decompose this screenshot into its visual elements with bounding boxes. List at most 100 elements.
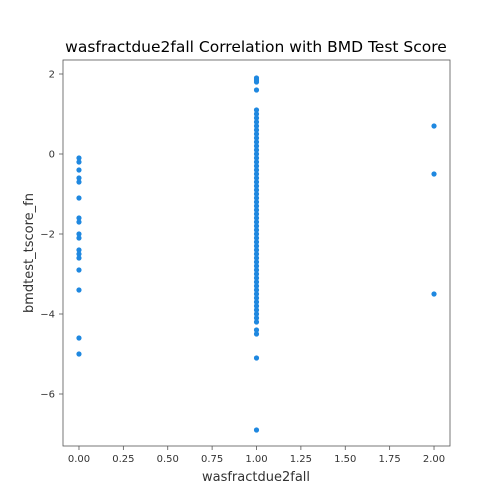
data-point <box>253 151 260 157</box>
data-point <box>431 171 437 177</box>
data-point <box>253 311 260 317</box>
data-point <box>253 275 260 281</box>
y-axis-ticks: −6 −4 −2 0 2 <box>40 70 63 401</box>
data-point <box>76 255 82 261</box>
data-point <box>253 195 260 201</box>
y-tick-label: 2 <box>49 70 55 81</box>
data-point <box>76 155 82 161</box>
data-point <box>253 303 260 309</box>
data-point <box>253 267 260 273</box>
data-point <box>253 143 260 149</box>
x-tick-label: 1.50 <box>334 454 356 465</box>
x-tick-label: 1.75 <box>379 454 401 465</box>
data-point <box>431 123 437 129</box>
data-point <box>76 175 82 181</box>
data-point <box>253 163 260 169</box>
data-point <box>253 115 260 121</box>
data-point <box>76 219 82 225</box>
data-point <box>76 235 82 241</box>
data-point <box>76 251 82 257</box>
data-point <box>253 127 260 133</box>
data-point <box>253 243 260 249</box>
data-point <box>253 331 260 337</box>
x-tick-label: 0.75 <box>201 454 223 465</box>
y-axis-label: bmdtest_tscore_fn <box>22 193 37 313</box>
y-tick-label: −6 <box>40 390 55 401</box>
data-point <box>76 215 82 221</box>
data-point <box>253 171 260 177</box>
data-point <box>253 131 260 137</box>
data-point <box>253 299 260 305</box>
data-point <box>76 231 82 237</box>
data-point <box>76 167 82 173</box>
x-axis-ticks: 0.00 0.25 0.50 0.75 1.00 1.25 1.50 1.75 2.00 <box>68 446 445 465</box>
data-point <box>253 111 260 117</box>
data-point <box>253 279 260 285</box>
data-point <box>253 187 260 193</box>
data-point <box>253 119 260 125</box>
data-point <box>253 107 260 113</box>
data-point <box>76 247 82 253</box>
data-point <box>253 315 260 321</box>
x-tick-label: 1.00 <box>245 454 267 465</box>
data-point <box>253 167 260 173</box>
data-point <box>253 247 260 253</box>
data-point <box>253 271 260 277</box>
data-point <box>253 203 260 209</box>
data-point <box>253 215 260 221</box>
data-point <box>253 235 260 241</box>
data-point <box>253 207 260 213</box>
data-point <box>76 159 82 165</box>
data-point <box>253 123 260 129</box>
data-point <box>253 307 260 313</box>
chart-title: wasfractdue2fall Correlation with BMD Te… <box>65 38 447 56</box>
data-point <box>253 147 260 153</box>
data-point <box>253 155 260 161</box>
data-point <box>253 87 260 93</box>
data-point <box>253 231 260 237</box>
data-point <box>76 267 82 273</box>
data-point <box>76 195 82 201</box>
y-tick-label: −2 <box>40 230 55 241</box>
data-point <box>76 335 82 341</box>
data-point <box>253 287 260 293</box>
x-tick-label: 2.00 <box>423 454 445 465</box>
data-point <box>253 211 260 217</box>
data-point <box>253 79 260 85</box>
data-point <box>253 427 260 433</box>
data-point <box>253 179 260 185</box>
x-axis-label: wasfractdue2fall <box>202 470 310 485</box>
data-point <box>253 223 260 229</box>
data-point <box>253 175 260 181</box>
y-tick-label: −4 <box>40 310 55 321</box>
data-point <box>431 291 437 297</box>
data-point <box>253 251 260 257</box>
data-point <box>253 291 260 297</box>
data-point <box>76 179 82 185</box>
data-point <box>253 135 260 141</box>
data-point <box>253 239 260 245</box>
y-tick-label: 0 <box>49 150 55 161</box>
data-point <box>253 191 260 197</box>
data-point <box>253 355 260 361</box>
data-point <box>253 295 260 301</box>
data-point <box>253 283 260 289</box>
x-tick-label: 0.00 <box>68 454 90 465</box>
data-point <box>76 287 82 293</box>
data-point <box>253 259 260 265</box>
data-point <box>253 227 260 233</box>
data-point <box>253 327 260 333</box>
data-point <box>253 263 260 269</box>
data-points <box>76 75 437 433</box>
data-point <box>253 139 260 145</box>
x-tick-label: 0.25 <box>112 454 134 465</box>
data-point <box>253 159 260 165</box>
x-tick-label: 0.50 <box>157 454 179 465</box>
data-point <box>76 351 82 357</box>
data-point <box>253 199 260 205</box>
data-point <box>253 219 260 225</box>
data-point <box>253 255 260 261</box>
data-point <box>253 319 260 325</box>
data-point <box>253 183 260 189</box>
